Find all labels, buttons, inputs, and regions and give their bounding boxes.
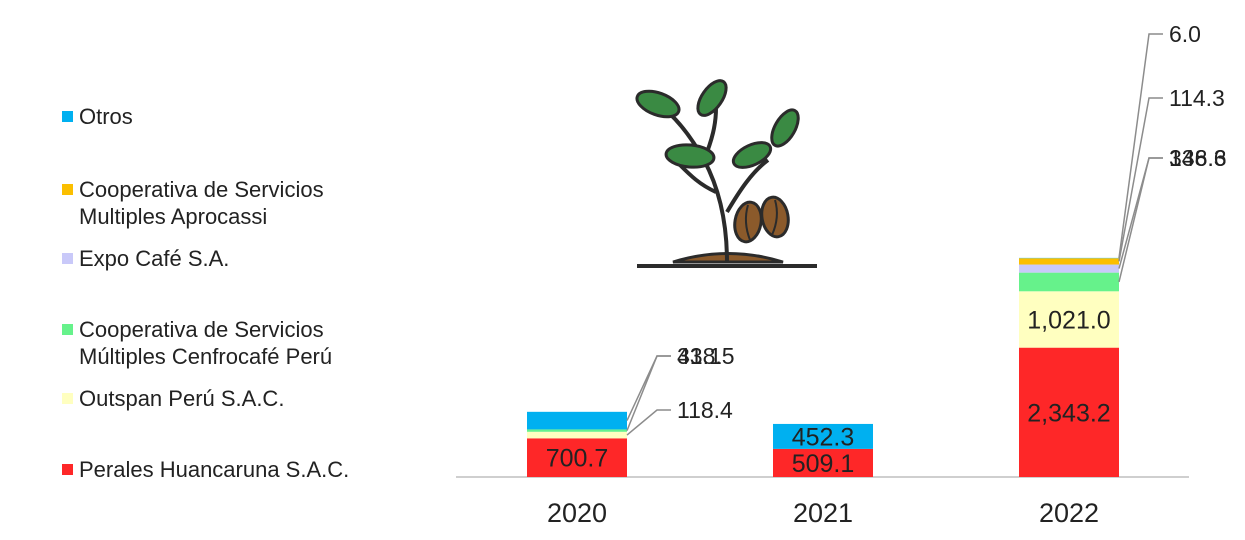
legend-item-aprocassi: Cooperativa de Servicios Multiples Aproc… — [62, 176, 394, 230]
x-tick-label: 2020 — [547, 498, 607, 528]
bar-segment — [1019, 264, 1119, 273]
bar-segment — [527, 438, 627, 477]
legend-swatch — [62, 184, 73, 195]
data-label: 1,021.0 — [1027, 306, 1110, 334]
bar-segment — [527, 431, 627, 439]
callout-label: 338.3 — [1169, 145, 1227, 171]
legend-label: Cooperativa de Servicios Multiples Aproc… — [79, 177, 324, 229]
legend-swatch — [62, 324, 73, 335]
bar-segment — [527, 429, 627, 432]
legend-swatch — [62, 111, 73, 122]
coffee-plant-icon — [635, 79, 817, 268]
x-tick-label: 2021 — [793, 498, 853, 528]
callout-label: 146.6 — [1169, 145, 1227, 171]
legend-item-perales: Perales Huancaruna S.A.C. — [62, 456, 419, 483]
legend-swatch — [62, 253, 73, 264]
legend-label: Perales Huancaruna S.A.C. — [79, 457, 350, 482]
callout-leader-line — [1118, 97, 1163, 262]
callout-label: 118.4 — [677, 397, 733, 423]
bar-segment — [773, 423, 873, 449]
x-tick-labels: 2020 2021 2022 — [547, 498, 1099, 528]
bar-segment — [1019, 291, 1119, 348]
bar-segment — [1019, 347, 1119, 477]
data-label: 509.1 — [792, 450, 855, 478]
legend-item-cenfrocafe: Cooperativa de Servicios Múltiples Cenfr… — [62, 316, 394, 370]
legend-label: Outspan Perú S.A.C. — [79, 386, 285, 411]
x-tick-label: 2022 — [1039, 498, 1099, 528]
data-label: 700.7 — [546, 445, 609, 473]
legend-swatch — [62, 393, 73, 404]
callout-leader-line — [626, 355, 671, 431]
bar-segment — [527, 411, 627, 430]
callout-label: 43.1 — [677, 343, 722, 369]
data-label: 452.3 — [792, 423, 855, 451]
callout-leader-line — [626, 409, 671, 436]
callout-label: 6.0 — [1169, 21, 1201, 47]
callout-label: 114.3 — [1169, 85, 1225, 111]
legend-item-otros: Otros — [62, 103, 419, 130]
legend-swatch — [62, 464, 73, 475]
legend-item-expo-cafe: Expo Café S.A. — [62, 245, 419, 272]
bar-segment — [1019, 258, 1119, 265]
bar-segment — [1019, 272, 1119, 292]
callout-leader-line — [1118, 33, 1163, 259]
callout-label: 318.5 — [677, 343, 735, 369]
callout-leader-line — [1118, 157, 1163, 269]
callout-leader-line — [626, 355, 671, 421]
legend-label: Otros — [79, 104, 133, 129]
legend-item-outspan: Outspan Perú S.A.C. — [62, 385, 419, 412]
data-label: 2,343.2 — [1027, 399, 1110, 427]
callout-leader-line — [1118, 157, 1163, 283]
bar-segment — [773, 448, 873, 477]
legend-label: Cooperativa de Servicios Múltiples Cenfr… — [79, 317, 333, 369]
legend-label: Expo Café S.A. — [79, 246, 230, 271]
